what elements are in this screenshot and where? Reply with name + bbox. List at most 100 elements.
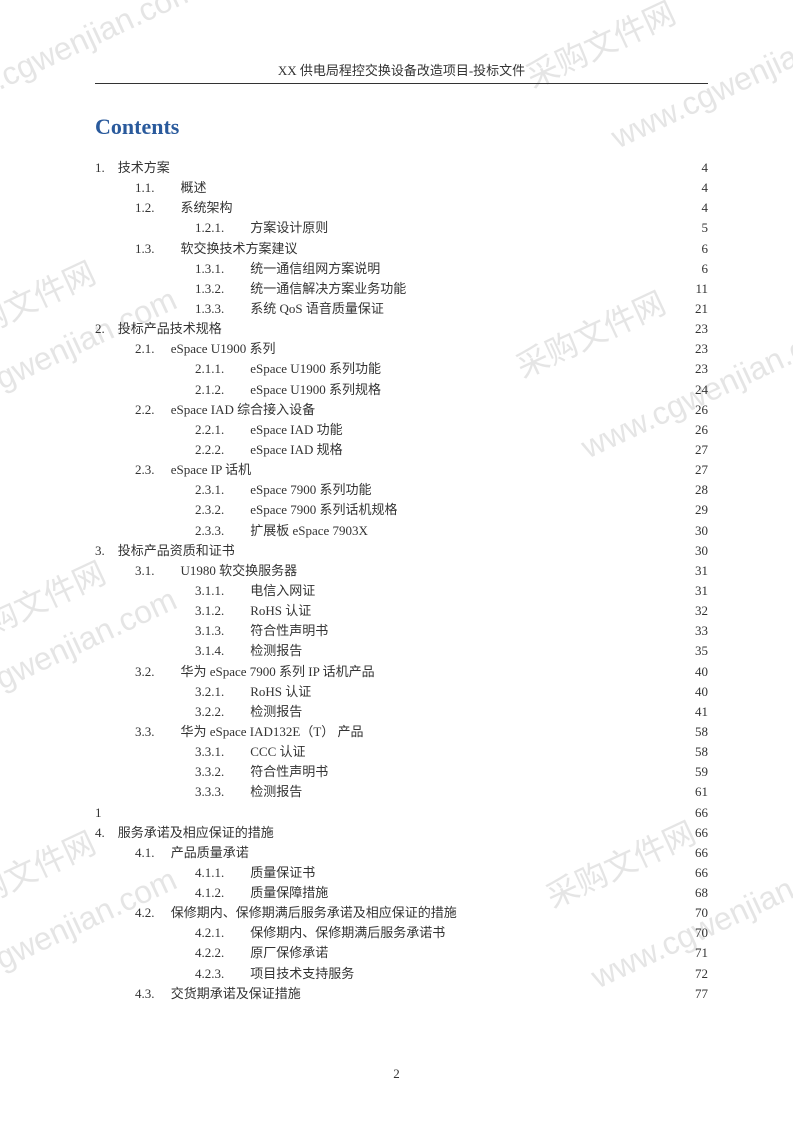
- toc-entry[interactable]: 2.2. eSpace IAD 综合接入设备 26: [95, 400, 708, 420]
- toc-entry[interactable]: 3.3.1. CCC 认证 58: [95, 742, 708, 762]
- toc-entry-page: 40: [695, 662, 708, 682]
- toc-entry-page: 23: [695, 339, 708, 359]
- toc-entry-page: 70: [695, 923, 708, 943]
- toc-entry-text: 3.3.1. CCC 认证: [195, 742, 306, 762]
- toc-entry-page: 24: [695, 380, 708, 400]
- toc-entry[interactable]: 1.3.3. 系统 QoS 语音质量保证 21: [95, 299, 708, 319]
- toc-entry[interactable]: 4.2.1. 保修期内、保修期满后服务承诺书 70: [95, 923, 708, 943]
- toc-entry-text: 4. 服务承诺及相应保证的措施: [95, 823, 274, 843]
- toc-entry-text: 3.2. 华为 eSpace 7900 系列 IP 话机产品: [135, 662, 375, 682]
- toc-entry-text: 4.3. 交货期承诺及保证措施: [135, 984, 301, 1004]
- toc-entry-text: 2.2.2. eSpace IAD 规格: [195, 440, 343, 460]
- toc-entry-page: 40: [695, 682, 708, 702]
- watermark: 采购文件网: [0, 248, 102, 357]
- toc-entry-page: 66: [695, 863, 708, 883]
- toc-entry-page: 23: [695, 319, 708, 339]
- toc-entry[interactable]: 3.1.1. 电信入网证 31: [95, 581, 708, 601]
- toc-entry[interactable]: 2.2.1. eSpace IAD 功能 26: [95, 420, 708, 440]
- toc-entry-text: 3.2.2. 检测报告: [195, 702, 302, 722]
- toc-entry[interactable]: 2. 投标产品技术规格 23: [95, 319, 708, 339]
- toc-entry[interactable]: 2.1.2. eSpace U1900 系列规格 24: [95, 380, 708, 400]
- toc-entry-text: 4.2. 保修期内、保修期满后服务承诺及相应保证的措施: [135, 903, 457, 923]
- toc-entry-text: 1. 技术方案: [95, 158, 170, 178]
- toc-entry[interactable]: 2.1. eSpace U1900 系列 23: [95, 339, 708, 359]
- watermark: 采购文件网: [0, 818, 102, 927]
- toc-entry-text: 4.1.1. 质量保证书: [195, 863, 315, 883]
- toc-entry-text: 2.1.2. eSpace U1900 系列规格: [195, 380, 381, 400]
- toc-entry-page: 27: [695, 460, 708, 480]
- toc-entry[interactable]: 3.1.4. 检测报告 35: [95, 641, 708, 661]
- toc-entry-text: 2. 投标产品技术规格: [95, 319, 222, 339]
- toc-entry[interactable]: 2.2.2. eSpace IAD 规格 27: [95, 440, 708, 460]
- toc-entry-page: 72: [695, 964, 708, 984]
- toc-entry-page: 66: [695, 843, 708, 863]
- toc-entry-page: 35: [695, 641, 708, 661]
- toc-entry-page: 33: [695, 621, 708, 641]
- toc-entry[interactable]: 1.3. 软交换技术方案建议6: [95, 239, 708, 259]
- toc-entry[interactable]: 3.3. 华为 eSpace IAD132E（T） 产品 58: [95, 722, 708, 742]
- toc-entry[interactable]: 3.3.2. 符合性声明书 59: [95, 762, 708, 782]
- toc-entry-text: 3.2.1. RoHS 认证: [195, 682, 311, 702]
- toc-entry-text: 3.1.4. 检测报告: [195, 641, 302, 661]
- toc-entry-text: 3.3.3. 检测报告: [195, 782, 302, 802]
- toc-entry-text: 1.3.1. 统一通信组网方案说明: [195, 259, 380, 279]
- toc-entry-page: 68: [695, 883, 708, 903]
- toc-entry[interactable]: 1. 技术方案4: [95, 158, 708, 178]
- header-divider: [95, 83, 708, 84]
- toc-entry-page: 29: [695, 500, 708, 520]
- toc-entry[interactable]: 4.2. 保修期内、保修期满后服务承诺及相应保证的措施 70: [95, 903, 708, 923]
- toc-entry-text: 2.3. eSpace IP 话机: [135, 460, 251, 480]
- toc-entry[interactable]: 3.2.2. 检测报告 41: [95, 702, 708, 722]
- toc-entry[interactable]: 3.1.2. RoHS 认证 32: [95, 601, 708, 621]
- toc-entry-text: 1.3.3. 系统 QoS 语音质量保证: [195, 299, 384, 319]
- toc-entry[interactable]: 3.2. 华为 eSpace 7900 系列 IP 话机产品 40: [95, 662, 708, 682]
- toc-entry[interactable]: 4.2.3. 项目技术支持服务 72: [95, 964, 708, 984]
- toc-entry[interactable]: 3.3.3. 检测报告 61: [95, 782, 708, 802]
- toc-entry[interactable]: 1.2. 系统架构4: [95, 198, 708, 218]
- toc-entry[interactable]: 1.3.2. 统一通信解决方案业务功能 11: [95, 279, 708, 299]
- toc-entry[interactable]: 4.1.1. 质量保证书 66: [95, 863, 708, 883]
- toc-entry-page: 4: [702, 198, 709, 218]
- table-of-contents: 1. 技术方案41.1. 概述41.2. 系统架构41.2.1. 方案设计原则5…: [95, 158, 708, 1004]
- toc-entry-page: 71: [695, 943, 708, 963]
- toc-entry[interactable]: 4.1.2. 质量保障措施 68: [95, 883, 708, 903]
- toc-entry[interactable]: 1.3.1. 统一通信组网方案说明6: [95, 259, 708, 279]
- toc-entry[interactable]: 3. 投标产品资质和证书 30: [95, 541, 708, 561]
- toc-entry-page: 11: [695, 279, 708, 299]
- toc-entry-text: 3.3. 华为 eSpace IAD132E（T） 产品: [135, 722, 364, 742]
- toc-entry-text: 4.2.3. 项目技术支持服务: [195, 964, 354, 984]
- toc-entry-page: 4: [702, 178, 709, 198]
- toc-entry-text: 3.1.2. RoHS 认证: [195, 601, 311, 621]
- toc-entry[interactable]: 1.1. 概述4: [95, 178, 708, 198]
- toc-entry-text: 1.3. 软交换技术方案建议: [135, 239, 298, 259]
- toc-entry[interactable]: 4.2.2. 原厂保修承诺 71: [95, 943, 708, 963]
- toc-entry[interactable]: 3.1.3. 符合性声明书 33: [95, 621, 708, 641]
- toc-entry-page: 23: [695, 359, 708, 379]
- toc-entry-text: 2.3.2. eSpace 7900 系列话机规格: [195, 500, 398, 520]
- toc-entry-page: 26: [695, 420, 708, 440]
- toc-entry[interactable]: 4. 服务承诺及相应保证的措施 66: [95, 823, 708, 843]
- toc-entry[interactable]: 2.3.1. eSpace 7900 系列功能 28: [95, 480, 708, 500]
- toc-entry-text: 3.1.3. 符合性声明书: [195, 621, 328, 641]
- toc-entry[interactable]: 2.3. eSpace IP 话机 27: [95, 460, 708, 480]
- toc-entry[interactable]: 1 66: [95, 803, 708, 823]
- toc-entry-text: 3. 投标产品资质和证书: [95, 541, 235, 561]
- toc-entry-text: 2.3.3. 扩展板 eSpace 7903X: [195, 521, 368, 541]
- toc-entry[interactable]: 2.3.2. eSpace 7900 系列话机规格 29: [95, 500, 708, 520]
- toc-entry[interactable]: 2.3.3. 扩展板 eSpace 7903X 30: [95, 521, 708, 541]
- toc-entry[interactable]: 1.2.1. 方案设计原则5: [95, 218, 708, 238]
- toc-entry-page: 32: [695, 601, 708, 621]
- header-title: XX 供电局程控交换设备改造项目-投标文件: [95, 60, 708, 79]
- toc-entry[interactable]: 4.3. 交货期承诺及保证措施 77: [95, 984, 708, 1004]
- toc-entry[interactable]: 4.1. 产品质量承诺 66: [95, 843, 708, 863]
- toc-entry-page: 61: [695, 782, 708, 802]
- toc-entry[interactable]: 3.2.1. RoHS 认证 40: [95, 682, 708, 702]
- toc-entry-text: 3.1. U1980 软交换服务器: [135, 561, 297, 581]
- toc-entry-text: 4.1. 产品质量承诺: [135, 843, 249, 863]
- toc-entry-text: 1: [95, 803, 102, 823]
- toc-entry-page: 5: [702, 218, 709, 238]
- toc-entry-text: 2.1.1. eSpace U1900 系列功能: [195, 359, 381, 379]
- toc-entry-page: 66: [695, 823, 708, 843]
- toc-entry[interactable]: 3.1. U1980 软交换服务器 31: [95, 561, 708, 581]
- toc-entry[interactable]: 2.1.1. eSpace U1900 系列功能 23: [95, 359, 708, 379]
